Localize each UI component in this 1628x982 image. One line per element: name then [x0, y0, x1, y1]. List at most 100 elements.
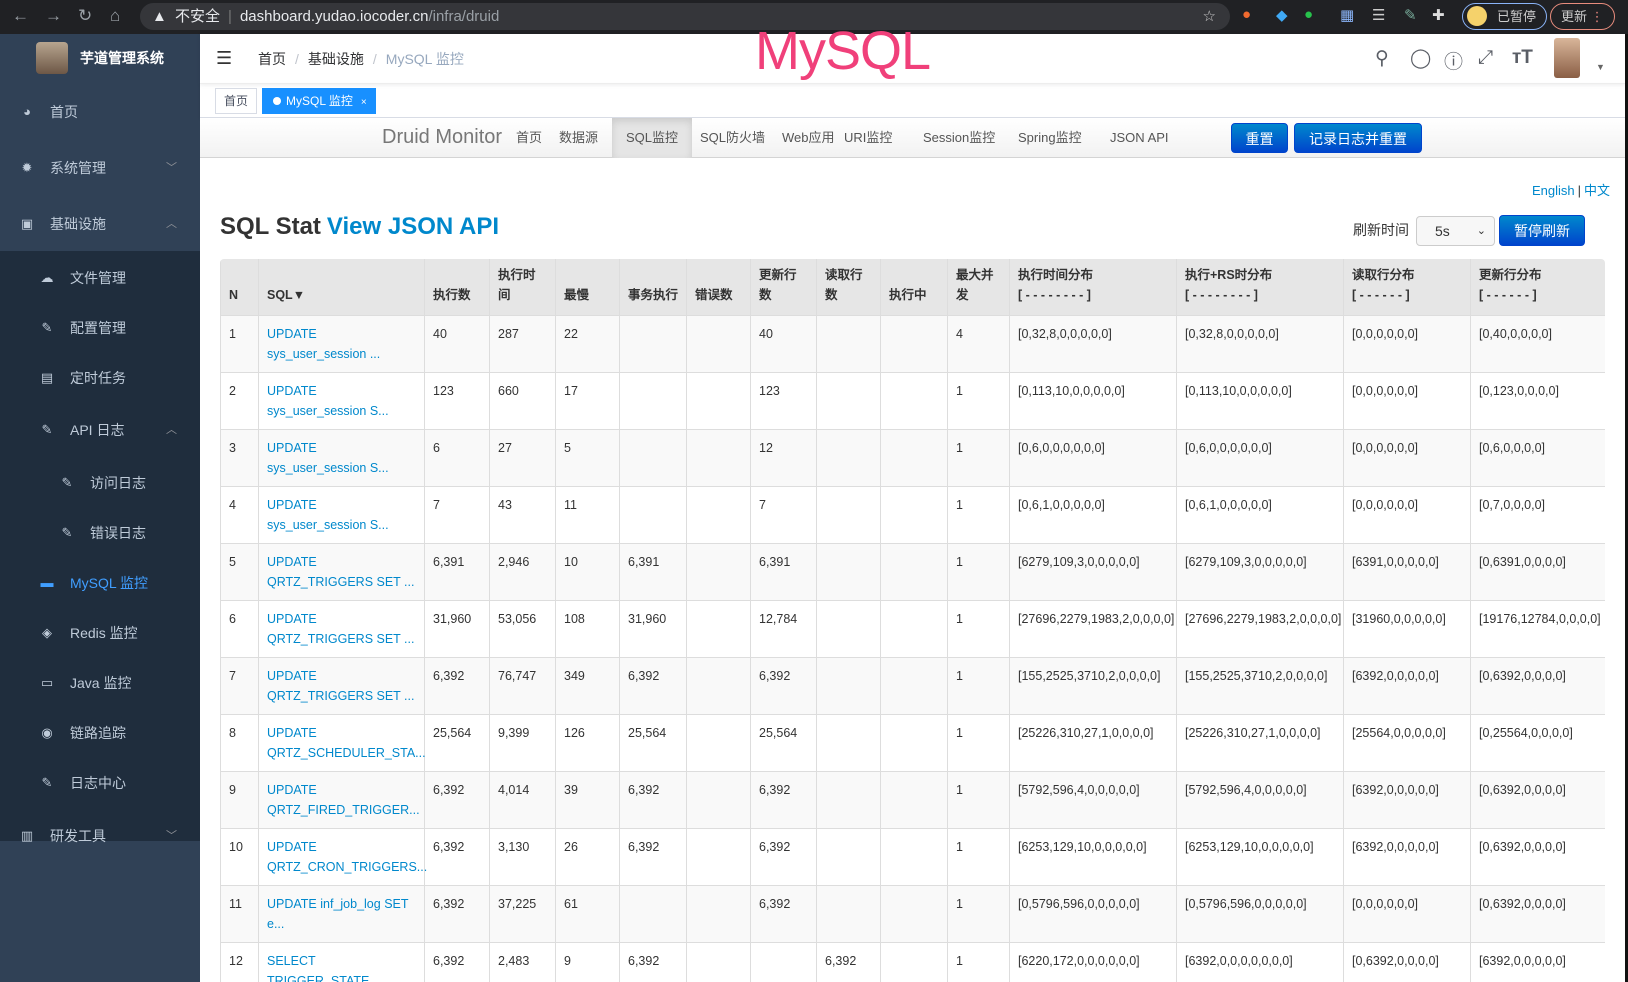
github-icon[interactable]: ◯	[1410, 48, 1432, 69]
help-icon[interactable]: ⓘ	[1444, 52, 1464, 73]
sidebar-item[interactable]: ◉ 链路追踪	[0, 708, 200, 758]
tag-mysql[interactable]: MySQL 监控 ×	[262, 88, 376, 114]
sidebar-item[interactable]: ✎ 错误日志	[0, 508, 200, 558]
sidebar-item[interactable]: ✎ API 日志 ︿	[0, 405, 200, 455]
table-cell: 10	[220, 827, 259, 886]
table-cell	[686, 371, 751, 430]
sidebar-item[interactable]: ✹ 系统管理 ﹀	[0, 143, 200, 193]
sidebar: 芋道管理系统 ◕ 首页 ✹ 系统管理 ﹀ ▣ 基础设施 ︿ ☁ 文件管理 ✎ 配置管理 ▤ 定时任务 ✎ AP…	[0, 34, 200, 982]
font-size-icon[interactable]: тT	[1512, 47, 1533, 68]
sidebar-item[interactable]: ▭ Java 监控	[0, 658, 200, 708]
table-cell: [0,123,0,0,0,0]	[1470, 371, 1605, 430]
druid-nav-item[interactable]: 首页	[516, 130, 543, 145]
sidebar-item[interactable]: ▬ MySQL 监控	[0, 558, 200, 608]
sql-link[interactable]: SELECT TRIGGER_STATE	[258, 941, 425, 982]
close-icon[interactable]: ×	[360, 97, 367, 108]
lang-english[interactable]: English	[1532, 183, 1575, 198]
breadcrumb-item[interactable]: 基础设施	[307, 51, 364, 67]
fullscreen-icon[interactable]: ⤢	[1478, 47, 1494, 68]
sql-link[interactable]: UPDATE QRTZ_FIRED_TRIGGER...	[258, 770, 425, 829]
table-cell: 1	[947, 827, 1010, 886]
table-cell: 6,392	[619, 770, 687, 829]
table-cell: 7	[424, 485, 490, 544]
sidebar-item[interactable]: ▣ 基础设施 ︿	[0, 199, 200, 249]
tags-view: 首页 MySQL 监控 ×	[200, 84, 1625, 118]
sidebar-item[interactable]: ✎ 访问日志	[0, 458, 200, 508]
druid-nav-item[interactable]: 数据源	[559, 130, 599, 145]
table-cell: 11	[220, 884, 259, 943]
sidebar-item[interactable]: ◈ Redis 监控	[0, 608, 200, 658]
lang-chinese[interactable]: 中文	[1584, 183, 1611, 198]
druid-nav-item[interactable]: URI监控	[844, 130, 893, 145]
table-cell: 4	[220, 485, 259, 544]
back-icon[interactable]: ←	[12, 6, 29, 25]
table-cell	[880, 314, 948, 373]
sql-link[interactable]: UPDATE QRTZ_TRIGGERS SET ...	[258, 656, 425, 715]
sidebar-item[interactable]: ▤ 定时任务	[0, 353, 200, 403]
table-cell	[816, 485, 881, 544]
sidebar-item[interactable]: ☁ 文件管理	[0, 253, 200, 303]
sql-link[interactable]: UPDATE QRTZ_TRIGGERS SET ...	[258, 599, 425, 658]
druid-nav-item[interactable]: JSON API	[1110, 130, 1169, 145]
extension-icon[interactable]: ✎	[1404, 7, 1417, 24]
profile-button[interactable]: 已暂停	[1462, 3, 1548, 30]
table-cell: 5	[555, 428, 620, 487]
address-bar[interactable]: ▲ 不安全 | dashboard.yudao.iocoder.cn/infra/d…	[140, 3, 1230, 30]
view-json-api-link[interactable]: View JSON API	[326, 213, 499, 240]
sql-link[interactable]: UPDATE QRTZ_SCHEDULER_STA...	[258, 713, 426, 772]
column-header: 读取行分布 [ - - - - - - ]	[1343, 259, 1471, 315]
extension-icon[interactable]: ◆	[1276, 7, 1288, 24]
sidebar-item[interactable]: ✎ 日志中心	[0, 758, 200, 808]
refresh-interval-select[interactable]: 5s ⌄	[1416, 216, 1495, 246]
forward-icon[interactable]: →	[45, 6, 62, 25]
table-row: 3 UPDATE sys_user_session S... 6 27 5 12 1 [0,6…	[220, 428, 1605, 487]
druid-nav-item[interactable]: Session监控	[923, 130, 996, 145]
update-button[interactable]: 更新 ⋮	[1550, 3, 1615, 30]
extension-icon[interactable]: ☰	[1372, 7, 1386, 24]
druid-brand[interactable]: Druid Monitor	[382, 126, 503, 148]
reset-button[interactable]: 重置	[1231, 123, 1288, 153]
druid-nav-item[interactable]: Spring监控	[1018, 130, 1082, 145]
eye-icon: ◉	[41, 725, 53, 740]
column-header: 执行中	[880, 259, 948, 315]
table-cell	[880, 713, 948, 772]
sql-link[interactable]: UPDATE QRTZ_TRIGGERS SET ...	[258, 542, 425, 601]
extension-icon[interactable]: ▦	[1340, 7, 1355, 24]
sidebar-item[interactable]: ▥ 研发工具 ﹀	[0, 811, 200, 861]
pause-refresh-button[interactable]: 暂停刷新	[1499, 215, 1585, 246]
sql-link[interactable]: UPDATE sys_user_session S...	[258, 485, 425, 544]
search-icon[interactable]: ⚲	[1375, 48, 1389, 69]
extension-icon[interactable]: ●	[1304, 6, 1314, 23]
table-cell: 3,130	[489, 827, 556, 886]
druid-nav-item[interactable]: SQL监控	[612, 118, 693, 158]
home-icon[interactable]: ⌂	[110, 6, 121, 25]
table-cell	[686, 485, 751, 544]
table-cell: [0,6,0,0,0,0,0,0]	[1009, 428, 1177, 487]
reload-icon[interactable]: ↻	[78, 6, 93, 25]
sidebar-item[interactable]: ✎ 配置管理	[0, 303, 200, 353]
puzzle-icon[interactable]: ✚	[1432, 7, 1445, 24]
url-path: /infra/druid	[428, 8, 500, 25]
table-cell: [25226,310,27,1,0,0,0,0]	[1176, 713, 1344, 772]
sql-link[interactable]: UPDATE inf_job_log SET e...	[258, 884, 425, 943]
sql-link[interactable]: UPDATE sys_user_session S...	[258, 371, 425, 430]
sql-link[interactable]: UPDATE QRTZ_CRON_TRIGGERS...	[258, 827, 427, 886]
avatar[interactable]	[1554, 38, 1580, 78]
tag-label: 首页	[224, 94, 249, 108]
chevron-down-icon[interactable]: ▼	[1596, 62, 1605, 72]
column-header[interactable]: SQL▼	[258, 259, 425, 315]
breadcrumb-item[interactable]: 首页	[258, 51, 286, 67]
druid-nav-item[interactable]: SQL防火墙	[700, 130, 766, 145]
extension-icon[interactable]: ●	[1242, 6, 1252, 23]
sql-link[interactable]: UPDATE sys_user_session S...	[258, 428, 425, 487]
sidebar-item[interactable]: ◕ 首页	[0, 87, 200, 137]
table-cell: [0,5796,596,0,0,0,0,0]	[1176, 884, 1344, 943]
log-and-reset-button[interactable]: 记录日志并重置	[1294, 123, 1422, 153]
table-row: 7 UPDATE QRTZ_TRIGGERS SET ... 6,392 76,747…	[220, 656, 1605, 715]
sql-link[interactable]: UPDATE sys_user_session ...	[258, 314, 425, 373]
druid-nav-item[interactable]: Web应用	[782, 130, 835, 145]
table-row: 4 UPDATE sys_user_session S... 7 43 11 7 1 [0,6…	[220, 485, 1605, 544]
hamburger-icon[interactable]: ☰	[216, 48, 233, 68]
tag-home[interactable]: 首页	[215, 88, 258, 114]
bookmark-star-icon[interactable]: ☆	[1202, 8, 1216, 25]
